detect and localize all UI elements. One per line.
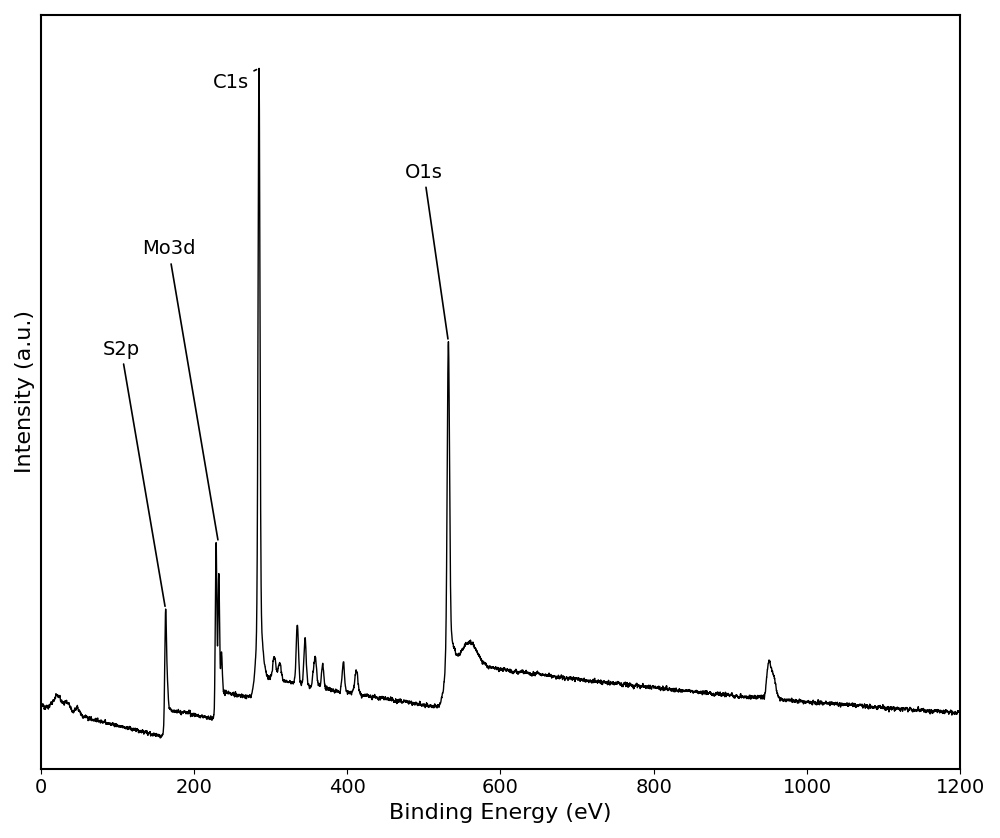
Text: Mo3d: Mo3d [142, 240, 218, 540]
Text: O1s: O1s [405, 163, 448, 339]
Text: S2p: S2p [102, 339, 165, 607]
X-axis label: Binding Energy (eV): Binding Energy (eV) [389, 803, 612, 823]
Y-axis label: Intensity (a.u.): Intensity (a.u.) [15, 310, 35, 473]
Text: C1s: C1s [213, 70, 257, 91]
